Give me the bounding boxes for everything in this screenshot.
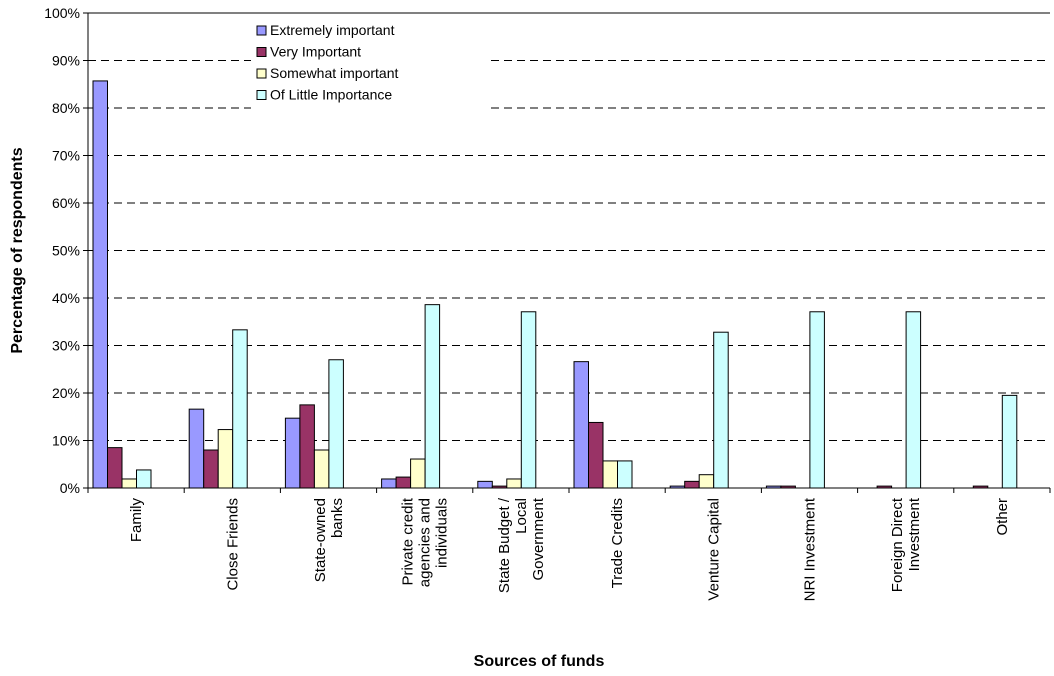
axes — [83, 12, 1051, 493]
y-tick-label: 30% — [52, 338, 80, 354]
legend-label: Somewhat important — [270, 65, 399, 81]
legend-swatch — [256, 47, 267, 57]
bar-somewhat-important-0 — [121, 478, 137, 489]
x-tick-label: Close Friends — [224, 498, 241, 591]
y-tick-label: 70% — [52, 148, 80, 164]
bar-very-important-6 — [684, 480, 700, 489]
x-tick-label: banks — [329, 498, 346, 538]
legend-swatch — [256, 90, 267, 100]
x-tick-label: agencies and — [417, 498, 434, 587]
bar-of-little-importance-7 — [809, 311, 825, 489]
y-tick-label: 60% — [52, 195, 80, 211]
bar-somewhat-important-2 — [313, 449, 330, 489]
y-tick-label: 90% — [52, 53, 80, 69]
legend: Extremely important Very Important Somewha… — [251, 18, 491, 110]
bar-of-little-importance-4 — [520, 311, 537, 489]
y-tick-label: 10% — [52, 433, 80, 449]
bars — [92, 80, 1018, 489]
legend-background — [251, 18, 491, 110]
x-axis-title: Sources of funds — [474, 653, 605, 670]
bar-somewhat-important-6 — [698, 474, 715, 489]
y-tick-label: 50% — [52, 243, 80, 259]
x-tick-label: NRI Investment — [802, 497, 819, 601]
y-tick-labels: 0% 10% 20% 30% 40% 50% 60% 70% 80% 90% 100% — [44, 5, 80, 496]
legend-label: Of Little Importance — [270, 87, 392, 103]
x-tick-label: Government — [530, 497, 547, 580]
legend-swatch — [256, 68, 267, 79]
x-tick-label: Other — [994, 498, 1011, 536]
legend-swatch — [256, 25, 267, 36]
y-tick-label: 0% — [60, 480, 80, 496]
bar-very-important-1 — [203, 449, 219, 489]
bar-of-little-importance-5 — [617, 460, 633, 489]
x-tick-label: Trade Credits — [609, 498, 626, 588]
y-tick-label: 20% — [52, 385, 80, 401]
x-tick-label: Private credit — [400, 497, 417, 585]
x-tick-label: Foreign Direct — [889, 497, 906, 592]
bar-extremely-important-3 — [381, 478, 397, 489]
bar-of-little-importance-0 — [136, 469, 152, 489]
y-tick-label: 100% — [44, 5, 80, 21]
x-tick-label: Local — [513, 498, 530, 534]
bar-very-important-0 — [107, 447, 123, 489]
x-tick-labels: Family Close Friends State-owned banks Priva… — [128, 497, 1011, 601]
x-tick-label: State Budget / — [496, 497, 513, 593]
bar-extremely-important-0 — [92, 80, 108, 489]
bar-extremely-important-4 — [477, 480, 493, 489]
bar-of-little-importance-8 — [905, 311, 922, 489]
bar-somewhat-important-1 — [217, 429, 234, 489]
legend-label: Very Important — [270, 44, 361, 60]
bar-somewhat-important-3 — [410, 458, 426, 489]
bar-very-important-5 — [588, 421, 604, 489]
x-tick-label: Family — [128, 498, 145, 543]
bar-extremely-important-2 — [284, 417, 301, 489]
bar-somewhat-important-5 — [602, 460, 618, 489]
bar-very-important-2 — [299, 404, 315, 489]
bar-extremely-important-5 — [573, 361, 589, 489]
y-tick-label: 80% — [52, 100, 80, 116]
x-tick-label: State-owned — [312, 498, 329, 582]
x-tick-label: Venture Capital — [705, 498, 722, 601]
gridlines — [88, 12, 1050, 441]
y-tick-label: 40% — [52, 290, 80, 306]
y-axis-title: Percentage of respondents — [9, 147, 26, 353]
bar-of-little-importance-6 — [713, 331, 729, 489]
bar-of-little-importance-1 — [232, 329, 248, 489]
bar-somewhat-important-4 — [506, 478, 522, 489]
bar-of-little-importance-9 — [1001, 394, 1018, 489]
bar-of-little-importance-2 — [328, 359, 344, 489]
x-tick-label: individuals — [434, 498, 451, 568]
bar-of-little-importance-3 — [424, 304, 441, 489]
legend-label: Extremely important — [270, 22, 395, 38]
bar-very-important-3 — [395, 476, 412, 489]
x-tick-label: Investment — [906, 497, 923, 571]
bar-extremely-important-1 — [188, 408, 205, 489]
